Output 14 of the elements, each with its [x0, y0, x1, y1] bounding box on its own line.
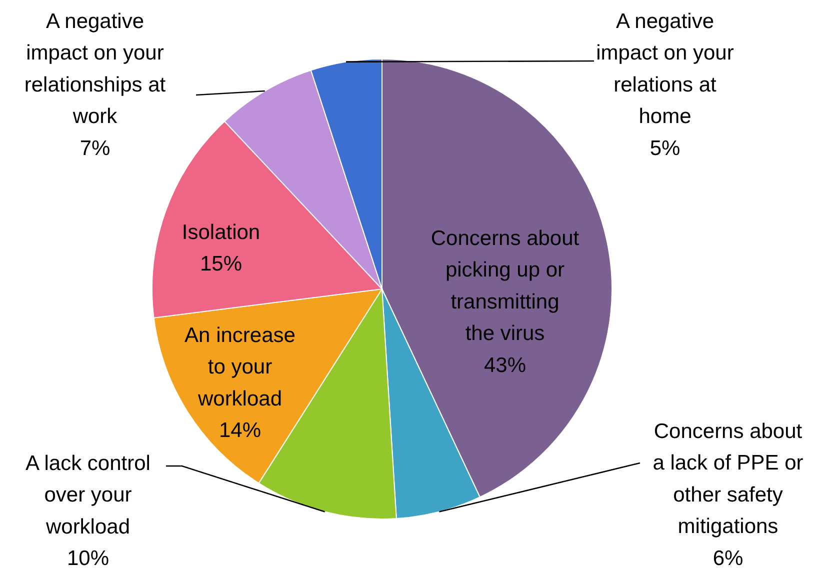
- slice-label: Concerns about a lack of PPE or other safety mitigations: [652, 420, 804, 538]
- data-label: 10%: [66, 547, 110, 570]
- data-label: 43%: [484, 354, 526, 377]
- slice-label: A negative impact on your relations at home: [596, 10, 734, 128]
- data-label: 7%: [80, 136, 110, 160]
- data-label: 5%: [650, 136, 680, 160]
- slice-label: Isolation: [182, 221, 260, 244]
- slice-label: Concerns about picking up or transmitting the virus: [430, 227, 580, 346]
- data-label: 15%: [200, 252, 242, 276]
- slice-label: An increase to your workload: [184, 324, 296, 410]
- slice-label: A negative impact on your relationships at work: [24, 10, 166, 128]
- data-label: 14%: [218, 419, 262, 442]
- slice-label: A lack control over your workload: [26, 452, 150, 538]
- data-label: 6%: [712, 546, 744, 570]
